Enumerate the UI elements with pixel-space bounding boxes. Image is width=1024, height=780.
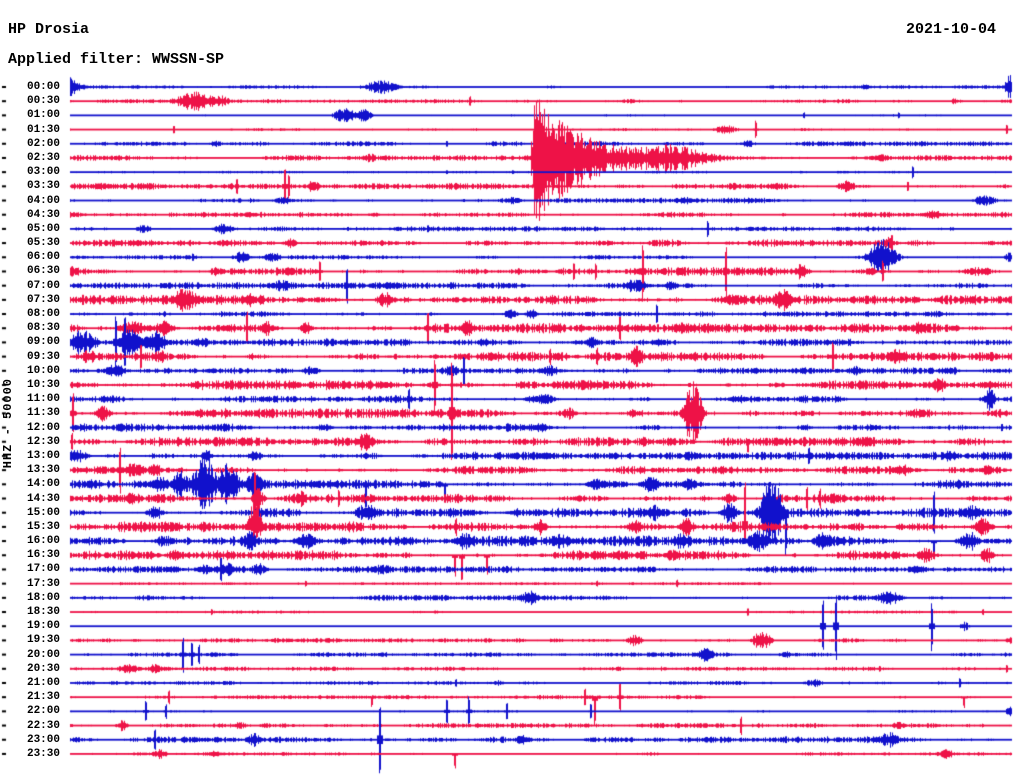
- time-label: 17:00: [26, 563, 60, 576]
- time-label: 04:00: [26, 194, 60, 207]
- time-label: 16:30: [26, 549, 60, 562]
- time-label: 03:30: [26, 180, 60, 193]
- time-label: 22:00: [26, 705, 60, 718]
- time-label: 11:00: [26, 393, 60, 406]
- time-label: 06:00: [26, 251, 60, 264]
- time-label: 20:00: [26, 648, 60, 661]
- time-label: 12:00: [26, 421, 60, 434]
- time-label: 23:30: [26, 747, 60, 760]
- time-label: 22:30: [26, 719, 60, 732]
- applied-filter-label: Applied filter: WWSSN-SP: [8, 51, 225, 68]
- time-label: 18:00: [26, 591, 60, 604]
- time-label: 15:00: [26, 506, 60, 519]
- time-label: 20:30: [26, 662, 60, 675]
- time-label: 04:30: [26, 208, 60, 221]
- time-label: 15:30: [26, 520, 60, 533]
- station-title: HP Drosia: [8, 21, 90, 38]
- date-label: 2021-10-04: [905, 21, 996, 38]
- time-label: 12:30: [26, 435, 60, 448]
- time-label: 09:30: [26, 350, 60, 363]
- time-label: 05:00: [26, 222, 60, 235]
- time-label: 13:00: [26, 449, 60, 462]
- time-label: 19:30: [26, 634, 60, 647]
- time-label: 00:30: [26, 95, 60, 108]
- time-label: 21:30: [26, 691, 60, 704]
- time-label: 19:00: [26, 620, 60, 633]
- time-label: 07:00: [26, 279, 60, 292]
- time-label: 18:30: [26, 606, 60, 619]
- time-label: 01:30: [26, 123, 60, 136]
- time-label: 10:00: [26, 364, 60, 377]
- time-label: 10:30: [26, 378, 60, 391]
- time-label: 03:00: [26, 166, 60, 179]
- time-label: 02:00: [26, 137, 60, 150]
- time-label: 23:00: [26, 733, 60, 746]
- time-label: 07:30: [26, 293, 60, 306]
- time-label: 08:30: [26, 322, 60, 335]
- time-label: 06:30: [26, 265, 60, 278]
- time-label: 13:30: [26, 464, 60, 477]
- time-label: 08:00: [26, 308, 60, 321]
- time-label: 00:00: [26, 81, 60, 93]
- time-label: 14:30: [26, 492, 60, 505]
- time-label: 05:30: [26, 237, 60, 250]
- time-label: 16:00: [26, 535, 60, 548]
- time-label: 01:00: [26, 109, 60, 122]
- time-label: 02:30: [26, 151, 60, 164]
- time-label: 09:00: [26, 336, 60, 349]
- time-label: 11:30: [26, 407, 60, 420]
- time-label: 17:30: [26, 577, 60, 590]
- time-label: 14:00: [26, 478, 60, 491]
- time-label: 21:00: [26, 676, 60, 689]
